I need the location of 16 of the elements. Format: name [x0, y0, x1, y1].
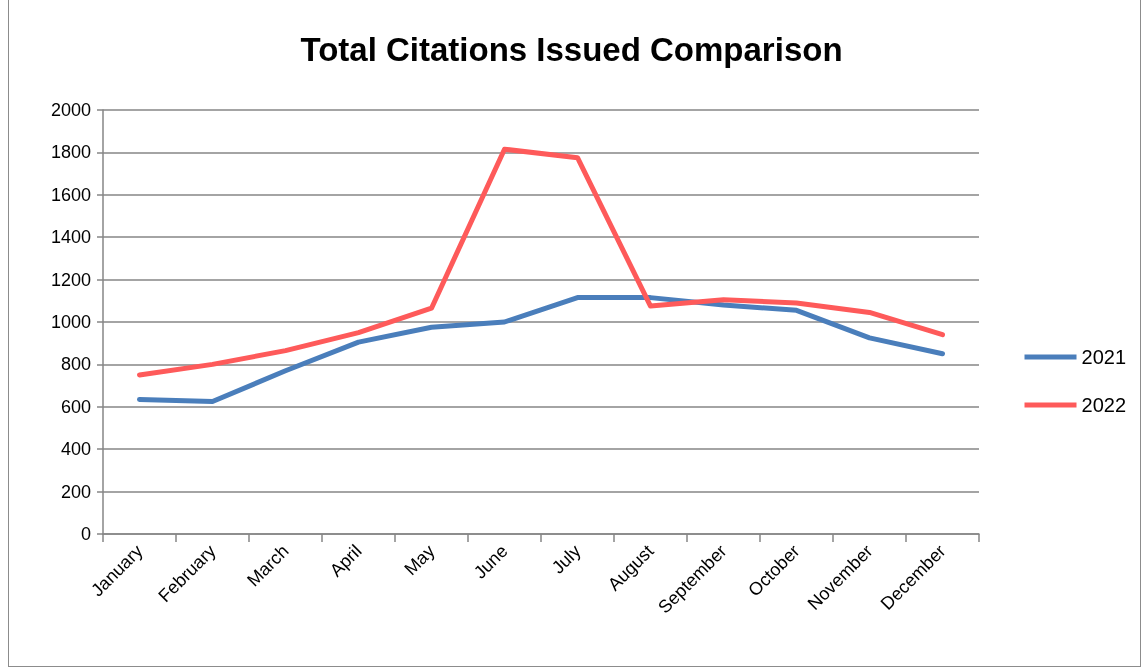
y-tick-label: 600 [60, 396, 91, 417]
y-tick-label: 0 [80, 524, 91, 544]
y-tick-label: 1200 [50, 269, 91, 290]
x-tick-label: July [547, 540, 585, 578]
y-tick-label: 800 [60, 354, 91, 375]
legend-label: 2022 [1081, 394, 1127, 416]
y-tick-label: 1600 [50, 184, 91, 205]
y-tick-label: 200 [60, 481, 91, 502]
y-tick-label: 1000 [50, 312, 91, 332]
x-tick-label: May [400, 540, 439, 580]
y-tick-label: 1800 [50, 142, 91, 163]
y-tick-label: 400 [60, 439, 91, 460]
legend-label: 2021 [1081, 346, 1127, 368]
y-tick-label: 2000 [50, 100, 91, 120]
chart-title: Total Citations Issued Comparison [300, 31, 843, 68]
y-tick-label: 1400 [50, 227, 91, 248]
